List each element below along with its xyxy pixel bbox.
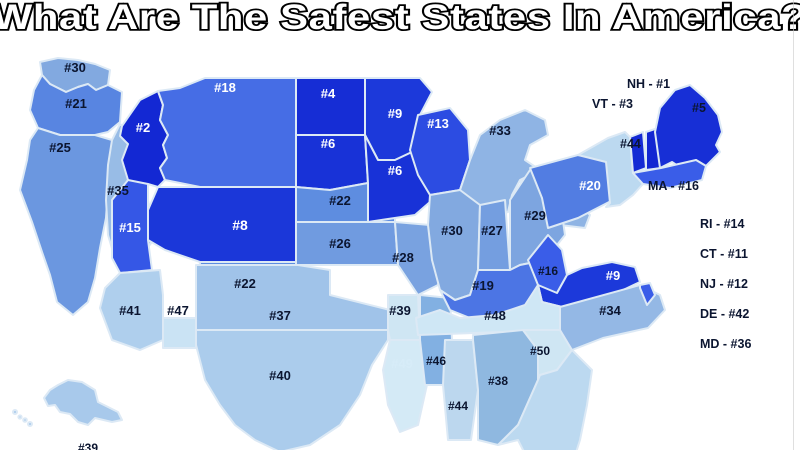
svg-text:#13: #13 bbox=[427, 116, 449, 131]
svg-text:#19: #19 bbox=[472, 278, 494, 293]
svg-text:#39: #39 bbox=[78, 441, 98, 450]
svg-text:#49: #49 bbox=[391, 356, 413, 371]
svg-text:#30: #30 bbox=[441, 223, 463, 238]
svg-text:#48: #48 bbox=[484, 308, 506, 323]
svg-text:#2: #2 bbox=[136, 120, 150, 135]
svg-text:NH - #1: NH - #1 bbox=[627, 77, 670, 91]
svg-text:#44: #44 bbox=[448, 399, 468, 413]
svg-text:RI - #14: RI - #14 bbox=[700, 217, 745, 231]
svg-text:#9: #9 bbox=[388, 106, 402, 121]
svg-text:#20: #20 bbox=[579, 178, 601, 193]
svg-text:#46: #46 bbox=[426, 354, 446, 368]
svg-text:#30: #30 bbox=[64, 60, 86, 75]
svg-text:MD - #36: MD - #36 bbox=[700, 337, 751, 351]
svg-text:#8: #8 bbox=[232, 217, 248, 233]
svg-text:#16: #16 bbox=[538, 264, 558, 278]
svg-text:#18: #18 bbox=[214, 80, 236, 95]
svg-text:#50: #50 bbox=[530, 344, 550, 358]
svg-text:#21: #21 bbox=[65, 96, 87, 111]
svg-text:#9: #9 bbox=[606, 268, 620, 283]
svg-text:#6: #6 bbox=[388, 163, 402, 178]
svg-text:#38: #38 bbox=[488, 374, 508, 388]
svg-text:CT - #11: CT - #11 bbox=[700, 247, 748, 261]
svg-text:#6: #6 bbox=[321, 136, 335, 151]
svg-text:#44: #44 bbox=[620, 137, 641, 151]
svg-text:DE - #42: DE - #42 bbox=[700, 307, 749, 321]
svg-text:#33: #33 bbox=[489, 123, 511, 138]
svg-text:#35: #35 bbox=[107, 183, 129, 198]
svg-text:#5: #5 bbox=[692, 101, 706, 115]
svg-text:#47: #47 bbox=[167, 303, 189, 318]
svg-text:#25: #25 bbox=[49, 140, 71, 155]
svg-text:#40: #40 bbox=[269, 368, 291, 383]
svg-text:#39: #39 bbox=[389, 303, 411, 318]
svg-text:VT - #3: VT - #3 bbox=[592, 97, 633, 111]
svg-text:#22: #22 bbox=[329, 193, 351, 208]
svg-text:MA - #16: MA - #16 bbox=[648, 179, 699, 193]
svg-text:#28: #28 bbox=[392, 250, 414, 265]
svg-text:#37: #37 bbox=[269, 308, 291, 323]
svg-text:#34: #34 bbox=[599, 303, 621, 318]
svg-text:#15: #15 bbox=[119, 220, 141, 235]
svg-text:#27: #27 bbox=[481, 223, 503, 238]
svg-text:NJ - #12: NJ - #12 bbox=[700, 277, 748, 291]
svg-text:#41: #41 bbox=[119, 303, 141, 318]
svg-text:#22: #22 bbox=[234, 276, 256, 291]
svg-text:#26: #26 bbox=[329, 236, 351, 251]
svg-text:#29: #29 bbox=[524, 208, 546, 223]
svg-text:#4: #4 bbox=[321, 86, 336, 101]
